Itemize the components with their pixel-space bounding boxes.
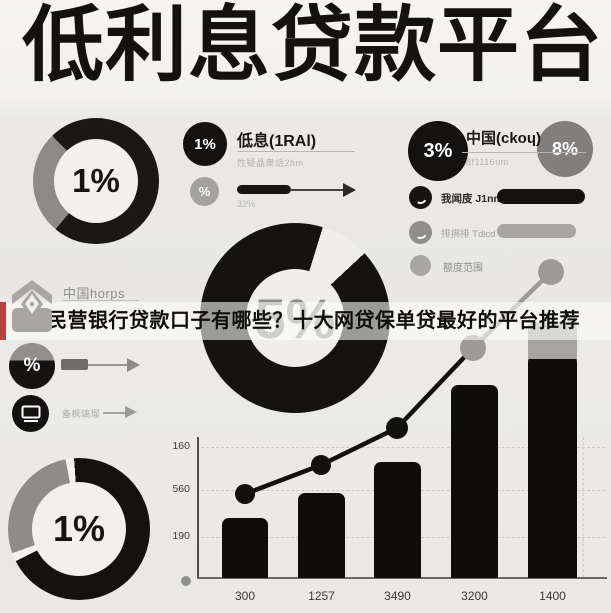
dot-badge-icon [410, 255, 431, 276]
donut-chart-top-left: 1% [33, 118, 159, 244]
page-title: 低利息贷款平台 [22, 0, 604, 91]
percent-circle-badge: % [9, 343, 55, 389]
monitor-icon [21, 405, 40, 422]
x-tick-label: 300 [234, 589, 256, 603]
home-icon [12, 280, 52, 337]
china-row-label: 额度范围 [443, 263, 483, 274]
donut-bottom-left-value: 1% [32, 482, 126, 576]
headline-band [0, 302, 611, 340]
y-tick-label: 190 [172, 530, 190, 542]
china-subtitle: 8f1116um [466, 157, 509, 167]
monitor-row-label: 备枫璃瑠 [62, 409, 101, 419]
low-interest-title: 低息(1RAl) [237, 133, 317, 150]
y-tick-label: 160 [172, 440, 190, 452]
x-axis [197, 577, 607, 579]
arrow-line [290, 189, 344, 191]
value-bar-dark [497, 189, 585, 204]
line-dot [460, 335, 486, 361]
low-interest-subtitle: 性疑晶衆話2hm [237, 158, 304, 168]
divider [462, 152, 586, 153]
progress-bar [237, 185, 291, 194]
x-tick-label: 1257 [308, 589, 335, 603]
china-badge-right: 8% [537, 121, 593, 177]
monitor-badge [12, 395, 49, 432]
x-tick-label: 3490 [384, 589, 411, 603]
low-interest-badge: 1% [183, 122, 227, 166]
china-badge-left: 3% [408, 121, 468, 181]
bar [222, 518, 268, 578]
china-row-label: 我闻庋 J1nm [441, 193, 503, 205]
gridline-vertical [583, 437, 584, 577]
bar [451, 385, 498, 578]
clock-badge-icon [409, 221, 432, 244]
gridline [201, 447, 605, 448]
x-tick-label: 3200 [461, 589, 488, 603]
line-dot [311, 455, 331, 475]
y-axis [197, 437, 199, 578]
bar [374, 462, 421, 578]
x-tick-label: 1400 [539, 589, 566, 603]
line-dot [538, 259, 564, 285]
short-bar [61, 359, 88, 370]
y-tick-label: 560 [172, 483, 190, 495]
arrow-right-icon [125, 406, 137, 418]
line-dot [235, 484, 255, 504]
china-row-label: 排挷排 Tdlcd [441, 229, 496, 240]
arrow-line [103, 412, 126, 414]
bar [528, 355, 577, 578]
percent-badge: % [190, 177, 219, 206]
divider [63, 300, 139, 301]
arrow-line [88, 364, 128, 366]
line-dot [386, 417, 408, 439]
clock-badge-icon [409, 186, 432, 209]
line-segment [320, 425, 398, 468]
origin-dot [181, 576, 191, 586]
headline-accent-bar [0, 302, 6, 340]
donut-chart-bottom-left: 1% [8, 458, 150, 600]
donut-top-left-value: 1% [54, 139, 138, 223]
bar [298, 493, 345, 578]
headline-text: 民营银行贷款口子有哪些？十大网贷保单贷最好的平台推荐 [47, 310, 580, 332]
arrow-right-icon [127, 358, 140, 372]
line-segment [395, 346, 475, 430]
china-title: 中国(ckoɥ) [466, 130, 542, 147]
brand-label: 中国horps [63, 286, 126, 301]
arrow-right-icon [343, 183, 356, 197]
progress-note: 33% [237, 199, 256, 209]
value-bar-grey [497, 224, 576, 238]
divider [237, 151, 355, 152]
line-segment [244, 462, 322, 497]
